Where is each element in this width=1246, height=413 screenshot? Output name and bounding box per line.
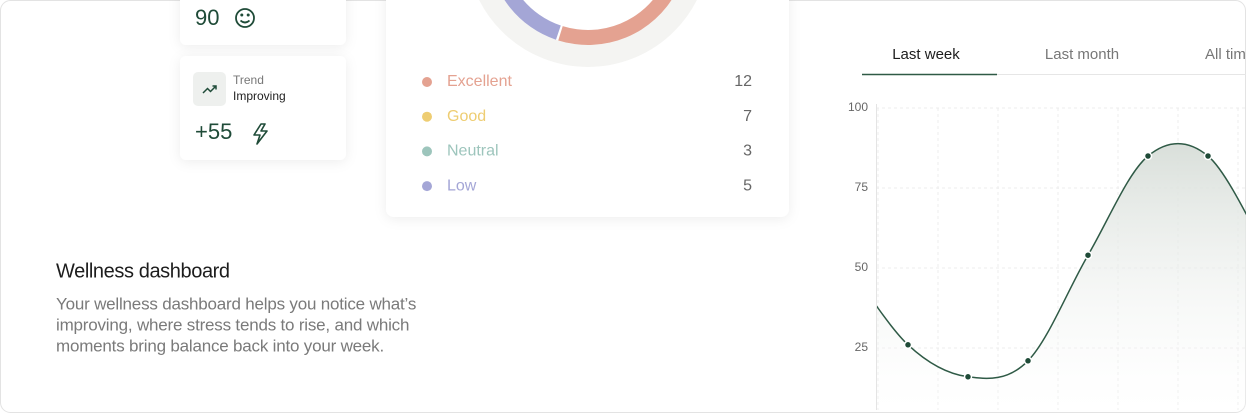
line-extension <box>1207 155 1246 216</box>
tab[interactable]: All time <box>1205 46 1246 63</box>
legend-label: Neutral <box>447 143 499 160</box>
tabs: Last week Last month All time <box>862 46 1246 76</box>
legend-label: Excellent <box>447 73 512 90</box>
point <box>903 340 913 350</box>
legend-value: 12 <box>734 73 752 90</box>
trend-delta: +55 <box>195 119 232 144</box>
point <box>1143 151 1153 161</box>
legend-label: Low <box>447 177 477 194</box>
trend-card <box>180 56 346 160</box>
section-description: Your wellness dashboard helps you notice… <box>56 294 416 355</box>
legend-value: 3 <box>743 143 752 160</box>
legend-dot <box>422 111 432 122</box>
y-tick-label: 50 <box>855 260 869 274</box>
trend-status: Improving <box>233 89 286 103</box>
donut-track <box>479 0 697 67</box>
line-extension <box>876 303 909 346</box>
bolt-icon <box>253 123 268 145</box>
legend-dot <box>422 77 432 87</box>
donut <box>479 0 697 67</box>
legend-label: Good <box>447 108 486 125</box>
trend-icon-box <box>193 72 226 106</box>
legend-dot <box>422 181 432 192</box>
score-card <box>180 0 346 45</box>
section-title: Wellness dashboard <box>56 260 230 282</box>
area <box>876 143 1246 410</box>
trend-chart: 25 50 75 100 <box>848 100 1246 410</box>
donut-segment <box>504 0 561 40</box>
point <box>1083 250 1093 260</box>
description-line: moments bring balance back into your wee… <box>56 336 384 355</box>
y-tick-label: 75 <box>855 180 869 194</box>
trend-icon-head <box>212 85 217 90</box>
legend-value: 7 <box>743 108 752 125</box>
trend-icon <box>202 85 217 94</box>
point <box>1023 356 1033 366</box>
donut-segment <box>558 0 672 45</box>
legend-dot <box>422 146 432 157</box>
description-line: Your wellness dashboard helps you notice… <box>56 294 416 313</box>
smile-icon <box>235 8 255 28</box>
y-tick-label: 100 <box>848 100 868 114</box>
mood-card <box>386 0 789 217</box>
donut-legend: Excellent 12 Good 7 Neutral 3 Low 5 <box>422 73 752 194</box>
point <box>963 372 973 382</box>
legend-value: 5 <box>743 177 752 194</box>
description-line: improving, where stress tends to rise, a… <box>56 315 409 334</box>
plot <box>876 107 1246 410</box>
point <box>1203 151 1213 161</box>
score-value: 90 <box>195 5 219 30</box>
y-tick-label: 25 <box>855 340 869 354</box>
tab[interactable]: Last week <box>892 46 960 63</box>
trend-label: Trend <box>233 73 264 87</box>
tab[interactable]: Last month <box>1045 46 1119 63</box>
